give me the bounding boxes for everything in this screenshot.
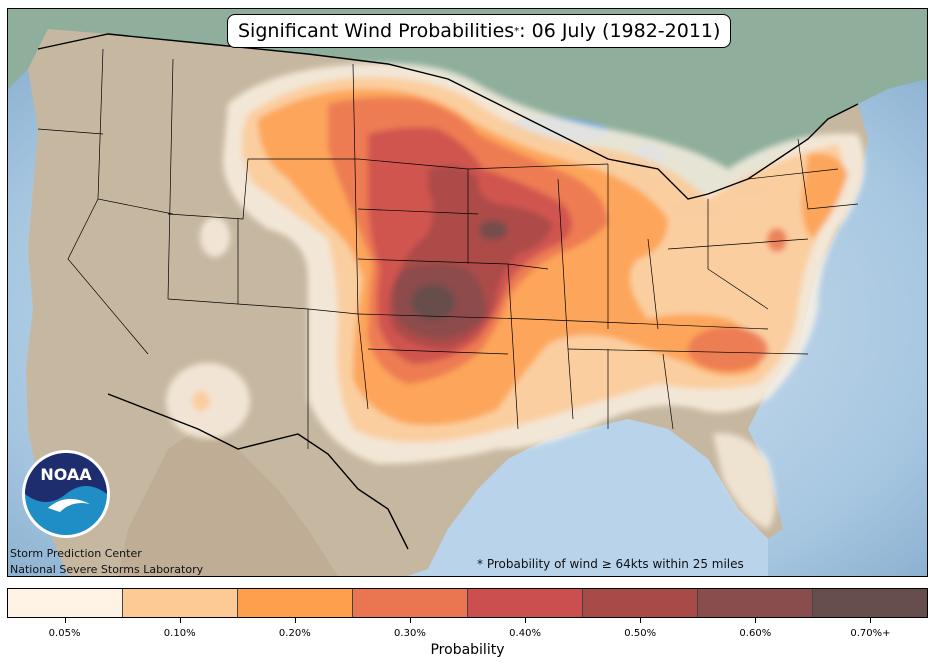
- footnote: * Probability of wind ≥ 64kts within 25 …: [477, 557, 744, 571]
- mexico-land: [118, 429, 338, 576]
- state-borders: [37, 48, 859, 449]
- noaa-emblem-icon: NOAA: [22, 450, 110, 538]
- noaa-logo: NOAA: [20, 448, 112, 544]
- colorbar-swatch: [123, 589, 238, 617]
- map-title: Significant Wind Probabilities *: 06 July…: [227, 14, 732, 48]
- country-borders: [37, 33, 859, 550]
- probability-map: [8, 9, 927, 576]
- colorbar-tick: 0.60%: [698, 618, 813, 642]
- title-suffix: : 06 July (1982-2011): [519, 20, 721, 42]
- colorbar-ticks: 0.05% 0.10% 0.20% 0.30% 0.40% 0.50% 0.60…: [7, 618, 928, 642]
- colorbar-swatch: [8, 589, 123, 617]
- gulf-of-mexico: [408, 419, 768, 576]
- noaa-logo-text: NOAA: [40, 465, 92, 484]
- credits: Storm Prediction Center National Severe …: [10, 546, 203, 578]
- colorbar-tick: 0.20%: [237, 618, 352, 642]
- colorbar-swatch: [583, 589, 698, 617]
- colorbar-tick: 0.05%: [7, 618, 122, 642]
- credit-line-2: National Severe Storms Laboratory: [10, 563, 204, 576]
- colorbar-label: Probability: [430, 642, 505, 658]
- colorbar-swatch: [698, 589, 813, 617]
- map-panel: [7, 8, 928, 577]
- colorbar-swatch: [353, 589, 468, 617]
- colorbar-swatch: [813, 589, 927, 617]
- credit-line-1: Storm Prediction Center: [10, 547, 142, 560]
- colorbar-swatch: [238, 589, 353, 617]
- canada-land: [8, 9, 927, 199]
- colorbar-tick: 0.50%: [583, 618, 698, 642]
- colorbar: [7, 588, 928, 618]
- title-superscript: *: [514, 25, 520, 37]
- title-main: Significant Wind Probabilities: [238, 20, 515, 42]
- colorbar-swatch: [468, 589, 583, 617]
- colorbar-tick: 0.10%: [122, 618, 237, 642]
- colorbar-tick: 0.40%: [468, 618, 583, 642]
- colorbar-tick: 0.70%+: [813, 618, 928, 642]
- colorbar-tick: 0.30%: [352, 618, 467, 642]
